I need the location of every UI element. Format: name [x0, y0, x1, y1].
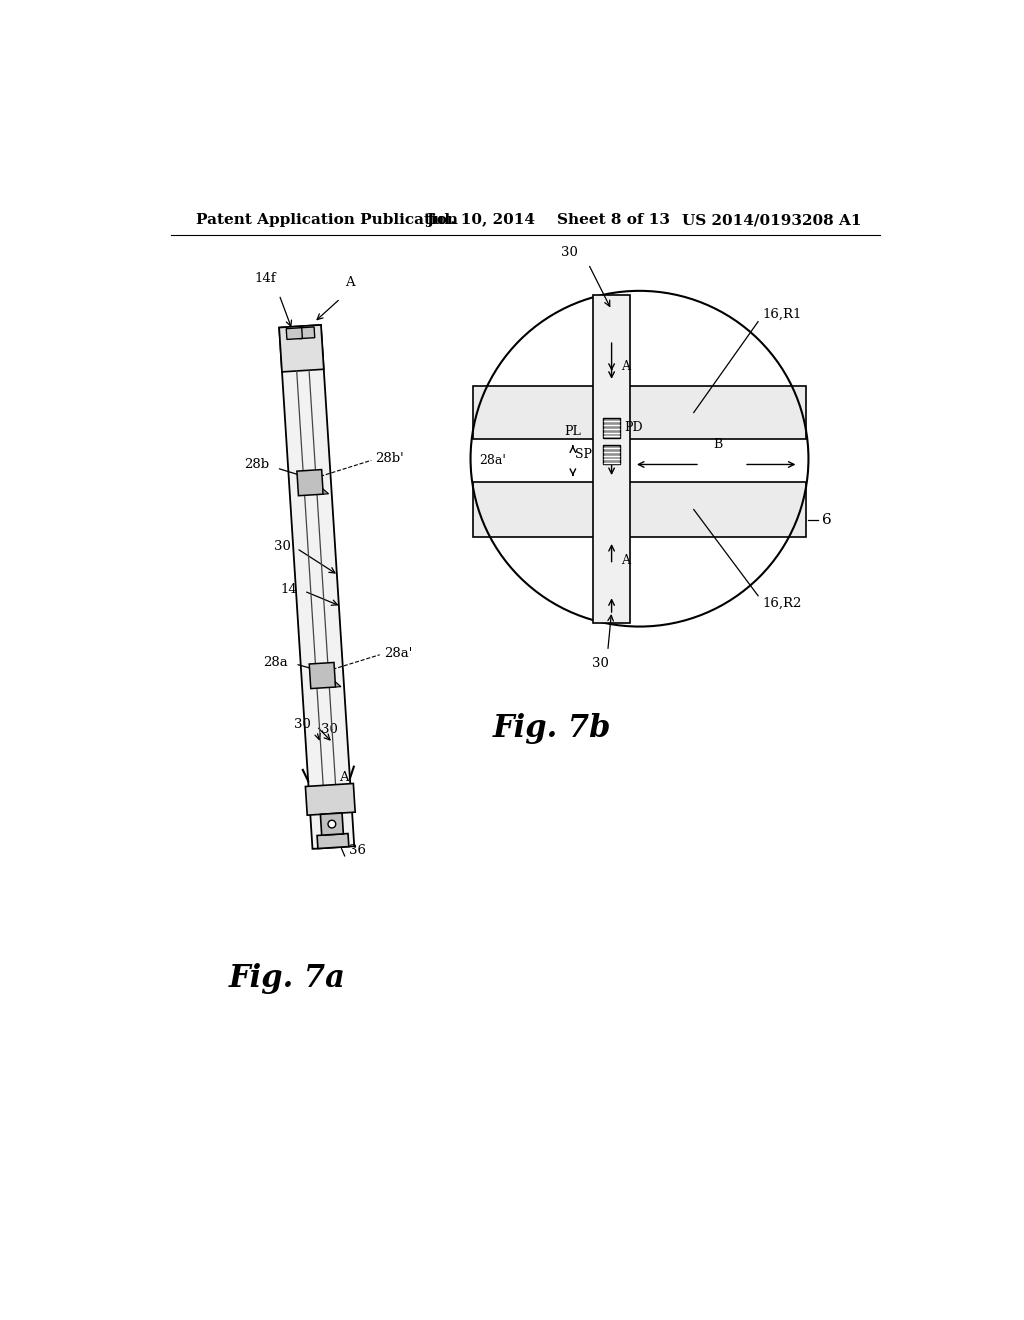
- Polygon shape: [280, 325, 324, 372]
- Text: A: A: [345, 276, 354, 289]
- Text: 30: 30: [273, 540, 291, 553]
- Text: A: A: [339, 771, 348, 784]
- Text: SP: SP: [575, 449, 592, 462]
- Text: Jul. 10, 2014: Jul. 10, 2014: [426, 213, 536, 227]
- Polygon shape: [323, 488, 329, 494]
- Polygon shape: [305, 784, 355, 816]
- Text: A: A: [621, 554, 630, 566]
- Polygon shape: [280, 325, 354, 849]
- Text: 28b': 28b': [375, 453, 403, 465]
- Bar: [473, 385, 806, 440]
- Polygon shape: [309, 663, 336, 689]
- Text: Fig. 7a: Fig. 7a: [228, 964, 346, 994]
- Text: 6: 6: [822, 513, 833, 527]
- Text: 28a': 28a': [479, 454, 506, 467]
- Polygon shape: [335, 681, 341, 686]
- Bar: [603, 418, 621, 437]
- Text: US 2014/0193208 A1: US 2014/0193208 A1: [682, 213, 861, 227]
- Text: Patent Application Publication: Patent Application Publication: [197, 213, 458, 227]
- Polygon shape: [297, 470, 324, 496]
- Text: 14: 14: [281, 583, 297, 597]
- Text: 36: 36: [349, 845, 366, 858]
- Circle shape: [328, 820, 336, 828]
- Bar: [593, 294, 630, 623]
- Text: A: A: [621, 360, 630, 372]
- Bar: [603, 445, 621, 465]
- Text: Sheet 8 of 13: Sheet 8 of 13: [557, 213, 670, 227]
- Text: PD: PD: [624, 421, 643, 434]
- Text: 30: 30: [560, 246, 578, 259]
- Text: PL: PL: [564, 425, 582, 437]
- Text: 16,R2: 16,R2: [762, 597, 802, 610]
- Text: 30: 30: [592, 657, 608, 671]
- Text: 28a: 28a: [263, 656, 288, 669]
- Text: B: B: [714, 438, 723, 450]
- Text: 14f: 14f: [254, 272, 276, 285]
- Polygon shape: [287, 327, 302, 339]
- Bar: [473, 482, 806, 537]
- Text: Fig. 7b: Fig. 7b: [493, 713, 610, 743]
- Text: 30: 30: [322, 723, 338, 737]
- Polygon shape: [321, 813, 343, 836]
- Text: 28a': 28a': [384, 647, 413, 660]
- Polygon shape: [299, 327, 314, 339]
- Text: 14e: 14e: [323, 836, 347, 849]
- Polygon shape: [317, 833, 349, 849]
- Text: 28b: 28b: [244, 458, 269, 471]
- Text: 16,R1: 16,R1: [762, 308, 802, 321]
- Text: 30: 30: [294, 718, 310, 731]
